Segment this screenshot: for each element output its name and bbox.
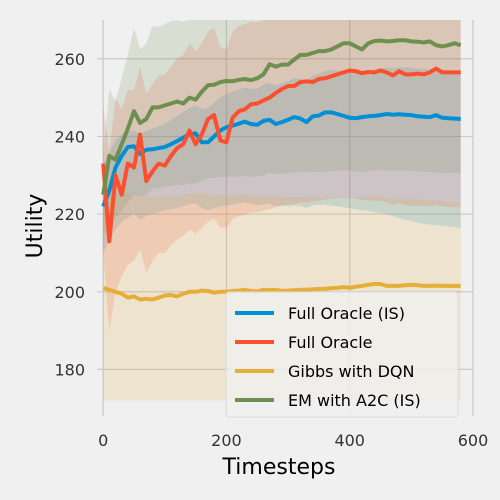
em-with-a2c-is-line [101,38,462,196]
legend: Full Oracle (IS) Full Oracle Gibbs with DQ… [225,291,459,418]
full-oracle-is-legend-label: Full Oracle (IS) [288,304,405,323]
full-oracle-line [101,66,461,244]
em-with-a2c-is-legend-label: EM with A2C (IS) [288,391,421,410]
em-with-a2c-is-band [103,20,461,238]
gibbs-with-dqn-line [102,282,461,302]
x-tick-label: 200 [211,431,242,450]
y-tick-label: 220 [54,205,85,224]
legend-box [225,291,459,418]
x-tick-label: 400 [334,431,365,450]
y-tick-labels: 180 200 220 240 260 [54,50,85,380]
full-oracle-legend-label: Full Oracle [288,333,373,352]
series-lines [101,38,462,302]
full-oracle-is-band [103,67,461,253]
y-tick-label: 200 [54,283,85,302]
x-axis-label: Timesteps [222,455,336,480]
x-tick-label: 0 [98,431,108,450]
gibbs-with-dqn-legend-label: Gibbs with DQN [288,362,415,381]
x-tick-label: 600 [458,431,489,450]
y-tick-label: 240 [54,127,85,146]
x-tick-labels: 0 200 400 600 [98,431,488,450]
y-axis-label: Utility [23,194,48,259]
y-tick-label: 180 [54,360,85,379]
full-oracle-is-line [101,110,461,208]
y-tick-label: 260 [54,50,85,69]
